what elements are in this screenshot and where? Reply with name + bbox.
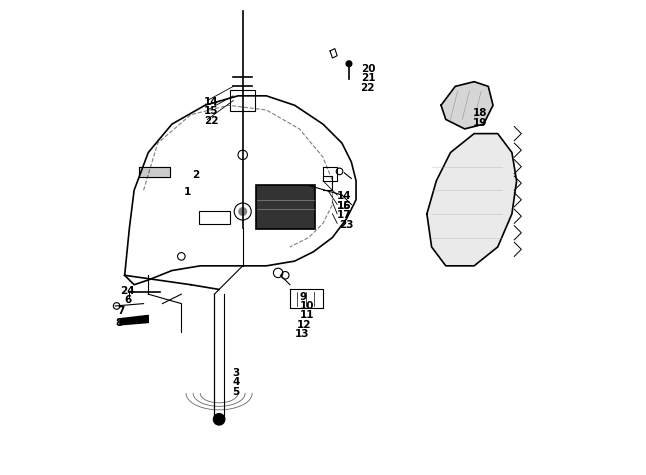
FancyBboxPatch shape <box>230 90 255 111</box>
Polygon shape <box>139 167 169 177</box>
Text: 16: 16 <box>337 201 351 211</box>
Polygon shape <box>427 133 517 266</box>
Polygon shape <box>441 82 493 129</box>
Text: 2: 2 <box>192 170 199 180</box>
Text: 22: 22 <box>204 116 218 126</box>
Text: 1: 1 <box>183 187 191 197</box>
Text: 21: 21 <box>360 73 375 83</box>
Text: 15: 15 <box>337 201 351 211</box>
Text: 20: 20 <box>360 64 375 74</box>
Text: 3: 3 <box>233 368 240 378</box>
Text: 12: 12 <box>297 320 311 330</box>
Text: 23: 23 <box>340 220 354 230</box>
Text: 9: 9 <box>299 292 306 302</box>
Text: 14: 14 <box>204 97 218 107</box>
Text: 13: 13 <box>295 329 309 339</box>
Text: 24: 24 <box>120 286 134 296</box>
Text: 7: 7 <box>118 306 125 316</box>
Text: 6: 6 <box>125 295 132 305</box>
Text: 8: 8 <box>115 317 123 327</box>
Text: 4: 4 <box>233 378 240 388</box>
Text: 14: 14 <box>337 191 352 201</box>
Text: 19: 19 <box>473 118 488 128</box>
Text: 18: 18 <box>473 108 488 118</box>
Text: 17: 17 <box>337 210 352 220</box>
Circle shape <box>239 208 247 215</box>
Text: 11: 11 <box>299 311 314 321</box>
Circle shape <box>213 414 225 425</box>
Polygon shape <box>120 315 149 325</box>
FancyBboxPatch shape <box>199 210 229 224</box>
Text: 22: 22 <box>360 83 374 93</box>
FancyBboxPatch shape <box>256 185 315 229</box>
Text: 5: 5 <box>233 387 240 397</box>
Circle shape <box>346 61 352 67</box>
Text: 10: 10 <box>299 301 314 311</box>
Text: 15: 15 <box>204 106 218 116</box>
